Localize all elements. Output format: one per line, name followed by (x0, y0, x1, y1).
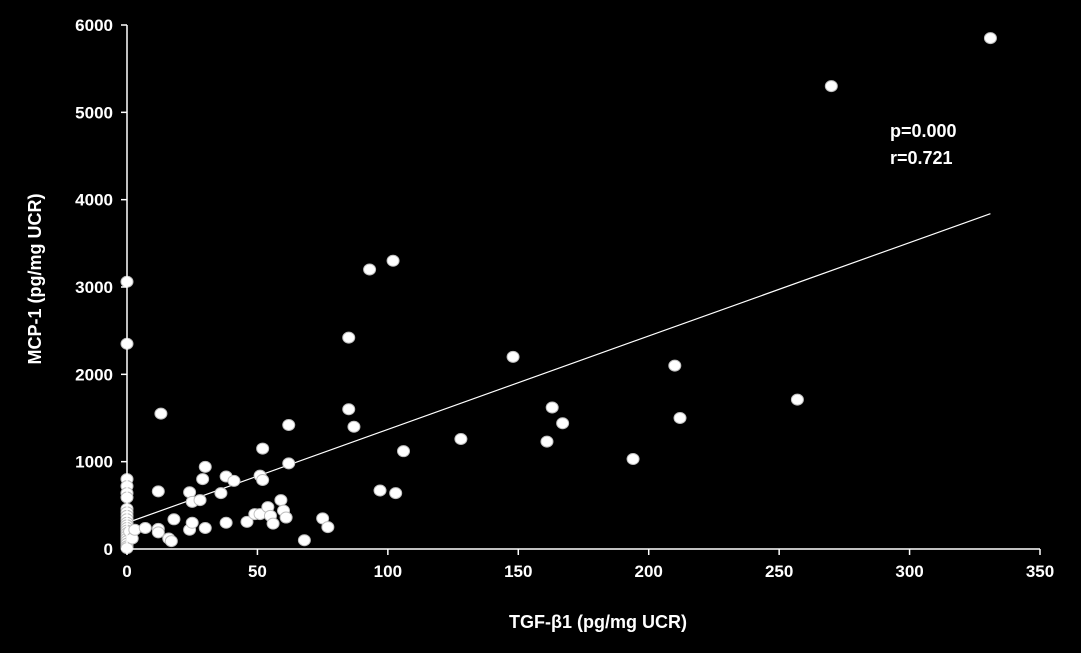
data-point (545, 401, 559, 414)
r-value-annotation: r=0.721 (890, 148, 953, 168)
y-tick-label: 5000 (75, 103, 113, 122)
y-tick-label: 4000 (75, 191, 113, 210)
data-point (198, 460, 212, 473)
trend-line (126, 213, 991, 524)
data-point (342, 403, 356, 416)
data-point (389, 487, 403, 500)
data-point (626, 453, 640, 466)
p-value-annotation: p=0.000 (890, 121, 957, 141)
data-point (373, 484, 387, 497)
data-point (282, 418, 296, 431)
data-point (790, 393, 804, 406)
data-point (219, 516, 233, 529)
data-point (138, 522, 152, 535)
data-point (386, 254, 400, 267)
y-tick-label: 1000 (75, 453, 113, 472)
data-point (185, 516, 199, 529)
data-point (227, 474, 241, 487)
data-point (256, 442, 270, 455)
x-tick-label: 250 (765, 562, 793, 581)
data-point (282, 457, 296, 470)
data-point (397, 445, 411, 458)
x-tick-label: 150 (504, 562, 532, 581)
data-point (556, 417, 570, 430)
x-tick-label: 350 (1026, 562, 1054, 581)
data-point (983, 32, 997, 45)
data-point (540, 435, 554, 448)
data-point (363, 263, 377, 276)
data-point (151, 485, 165, 498)
data-point (297, 534, 311, 547)
data-point (256, 474, 270, 487)
y-tick-label: 6000 (75, 16, 113, 35)
data-point (154, 407, 168, 420)
data-point (266, 517, 280, 530)
y-tick-label: 0 (104, 540, 113, 559)
data-point (167, 513, 181, 526)
x-tick-label: 100 (374, 562, 402, 581)
data-point (279, 511, 293, 524)
data-point (506, 350, 520, 363)
x-tick-label: 300 (895, 562, 923, 581)
data-point (668, 359, 682, 372)
data-point (321, 521, 335, 534)
x-tick-label: 0 (122, 562, 131, 581)
data-point (342, 331, 356, 344)
data-point (274, 494, 288, 507)
data-point (151, 526, 165, 539)
data-point (673, 412, 687, 424)
data-point (196, 473, 210, 486)
x-tick-label: 200 (635, 562, 663, 581)
x-axis-title: TGF-β1 (pg/mg UCR) (509, 612, 687, 632)
data-point (240, 515, 254, 528)
y-tick-label: 3000 (75, 278, 113, 297)
data-point (454, 432, 468, 445)
x-tick-label: 50 (248, 562, 267, 581)
y-tick-label: 2000 (75, 365, 113, 384)
data-point (198, 522, 212, 535)
data-point (193, 494, 207, 507)
data-point (824, 80, 838, 93)
data-point (347, 420, 361, 433)
data-point (164, 535, 178, 548)
data-point (214, 487, 228, 500)
y-axis-title: MCP-1 (pg/mg UCR) (25, 194, 45, 365)
